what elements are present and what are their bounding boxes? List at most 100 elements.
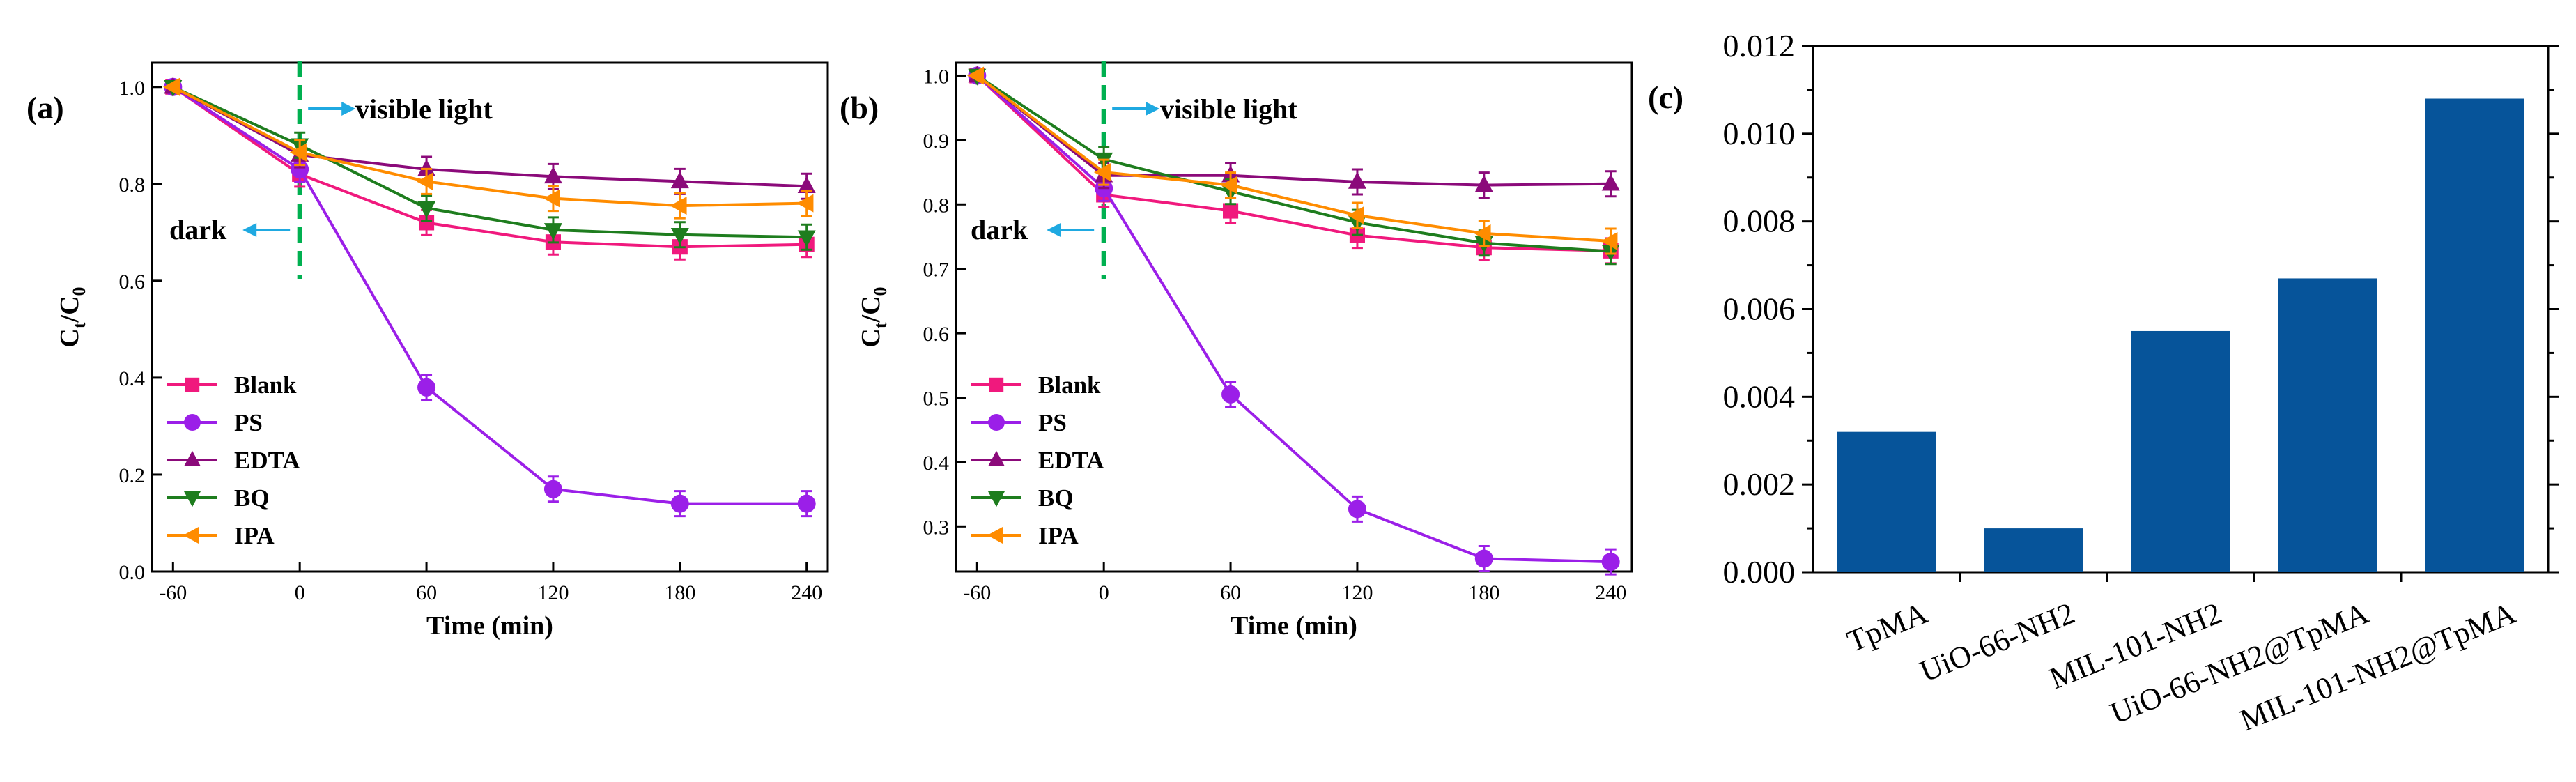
- b-series-line-ipa: [976, 74, 1611, 243]
- a-point-ipa: [543, 189, 560, 208]
- c-ytick-label: 0.010: [1723, 116, 1796, 151]
- a-ytick-label: 1.0: [119, 77, 146, 100]
- b-legend-label-ipa: IPA: [1038, 522, 1079, 549]
- a-ytick-label: 0.2: [119, 464, 146, 487]
- a-point-ps: [417, 378, 436, 397]
- panel-b-label: (b): [840, 90, 879, 125]
- panel-b-plot: 0.3 0.4 0.5 0.6 0.7 0.8 0.9 1.0 -60 0 60 120 180 240: [923, 61, 1626, 604]
- b-legend-label-bq: BQ: [1038, 484, 1074, 512]
- panel-c-label: (c): [1648, 79, 1683, 115]
- b-ytick-label: 0.3: [923, 516, 950, 539]
- a-xtick-label: 240: [791, 581, 822, 604]
- b-legend-marker-ipa: [987, 527, 1003, 544]
- panel-a-dark-label: dark: [169, 214, 227, 245]
- panel-b-xlabel: Time (min): [1231, 611, 1357, 641]
- a-point-edta: [543, 167, 562, 184]
- a-series-line-edta: [172, 85, 807, 188]
- a-legend-label-edta: EDTA: [234, 447, 300, 474]
- a-legend-label-blank: Blank: [234, 371, 297, 399]
- a-point-edta: [417, 159, 436, 176]
- a-legend-marker-edta: [184, 450, 201, 466]
- bar-tpma: [1837, 431, 1936, 572]
- a-point-ps: [543, 480, 562, 498]
- panel-b-ylabel: Ct/C0: [856, 286, 890, 347]
- c-ytick-label: 0.006: [1723, 291, 1796, 327]
- b-ytick-label: 0.8: [923, 194, 950, 217]
- b-ytick-label: 1.0: [923, 65, 950, 88]
- a-legend-label-ps: PS: [234, 409, 263, 436]
- panel-b-line-chart: (b) 0.3 0.4 0.5 0.6 0.7 0.8 0.9 1.0 -60 0 60 120 180…: [840, 61, 1633, 641]
- panel-a-ylabel: Ct/C0: [55, 286, 89, 347]
- a-point-edta: [670, 171, 689, 189]
- b-series-line-blank: [975, 75, 1611, 252]
- b-xtick-label: -60: [963, 581, 991, 604]
- b-point-ipa: [1220, 176, 1237, 194]
- b-series-line-bq: [976, 74, 1611, 253]
- a-legend-marker-ps: [184, 414, 201, 431]
- a-point-edta: [797, 176, 816, 194]
- a-xtick-label: 120: [537, 581, 569, 604]
- a-point-ipa: [163, 77, 180, 96]
- a-point-ps: [670, 494, 689, 513]
- a-point-ipa: [796, 194, 814, 213]
- b-xtick-label: 240: [1595, 581, 1626, 604]
- a-point-blank: [419, 215, 435, 231]
- a-xtick-label: -60: [159, 581, 187, 604]
- b-legend-marker-edta: [988, 450, 1005, 466]
- b-legend-label-blank: Blank: [1038, 371, 1101, 399]
- b-point-ps: [1348, 500, 1366, 519]
- a-series-line-ps: [172, 86, 807, 505]
- b-point-edta: [1348, 171, 1366, 189]
- panel-a-frame: [151, 61, 829, 573]
- panel-a-line-chart: (a) 0.0 0.2 0.4 0.6 0.8 1.0 -60 0 60 120 180 240 Ti…: [26, 61, 829, 641]
- b-ytick-label: 0.4: [923, 452, 950, 475]
- a-xtick-label: 180: [664, 581, 695, 604]
- c-category-label: TpMA: [1842, 596, 1933, 659]
- b-point-ipa: [967, 66, 985, 85]
- b-point-blank: [1223, 203, 1239, 219]
- panel-a-legend: Blank PS EDTA BQ IPA: [167, 371, 300, 549]
- a-point-bq: [417, 201, 436, 218]
- a-series-line-bq: [172, 85, 807, 239]
- b-point-ipa: [1093, 163, 1111, 182]
- panel-b-dark-label: dark: [971, 214, 1028, 245]
- a-point-bq: [797, 230, 816, 247]
- a-xtick-label: 60: [416, 581, 437, 604]
- b-point-ipa: [1601, 231, 1618, 250]
- b-point-ps: [1221, 385, 1240, 404]
- b-xtick-label: 120: [1341, 581, 1373, 604]
- a-dark-arrow-head: [242, 223, 257, 237]
- panel-c-plot: 0.0000.0020.0040.0060.0080.0100.012TpMAU…: [1723, 28, 2559, 738]
- b-dark-arrow-head: [1047, 223, 1061, 237]
- b-series-line-edta: [976, 74, 1611, 187]
- bar-mil-101-nh2: [2131, 330, 2230, 572]
- b-point-ipa: [1347, 206, 1364, 224]
- a-point-bq: [543, 223, 562, 240]
- bar-uio-66-nh2: [1984, 528, 2083, 572]
- b-xtick-label: 0: [1099, 581, 1109, 604]
- a-ytick-label: 0.8: [119, 174, 146, 197]
- panel-b-light-label: visible light: [1160, 93, 1297, 125]
- panel-b-legend: Blank PS EDTA BQ IPA: [971, 371, 1104, 549]
- b-ytick-label: 0.7: [923, 259, 950, 282]
- b-light-arrow-head: [1146, 102, 1160, 116]
- bar-uio-66-nh2@tpma: [2278, 278, 2377, 572]
- b-legend-marker-bq: [988, 491, 1005, 507]
- c-ytick-label: 0.012: [1723, 28, 1796, 63]
- a-ytick-label: 0.6: [119, 270, 146, 293]
- bar-mil-101-nh2@tpma: [2425, 98, 2524, 572]
- b-legend-label-ps: PS: [1038, 409, 1067, 436]
- a-point-ipa: [289, 143, 307, 162]
- a-series-line-ipa: [172, 85, 807, 208]
- a-point-bq: [670, 228, 689, 245]
- b-point-edta: [1474, 175, 1493, 192]
- b-ytick-label: 0.9: [923, 130, 950, 153]
- svg-text:Ct/C0: Ct/C0: [856, 286, 890, 347]
- c-category-label: MIL-101-NH2@TpMA: [2235, 596, 2521, 738]
- b-point-ps: [1601, 553, 1620, 572]
- panel-a-plot: 0.0 0.2 0.4 0.6 0.8 1.0 -60 0 60 120 180 240: [119, 61, 822, 604]
- a-light-arrow-head: [341, 102, 356, 116]
- b-point-ps: [1474, 549, 1493, 568]
- b-legend-marker-blank: [989, 377, 1004, 392]
- a-point-ipa: [416, 172, 433, 191]
